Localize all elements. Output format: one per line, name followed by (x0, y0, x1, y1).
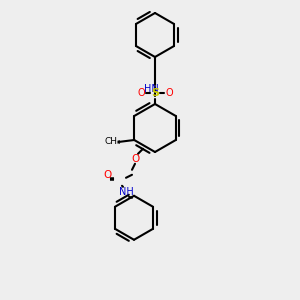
Text: CH₃: CH₃ (105, 137, 122, 146)
Text: S: S (151, 88, 159, 98)
Text: O: O (131, 154, 139, 164)
Text: HN: HN (144, 84, 158, 94)
Text: O: O (137, 88, 145, 98)
Text: NH: NH (118, 187, 134, 197)
Text: O: O (165, 88, 173, 98)
Text: O: O (104, 170, 112, 180)
